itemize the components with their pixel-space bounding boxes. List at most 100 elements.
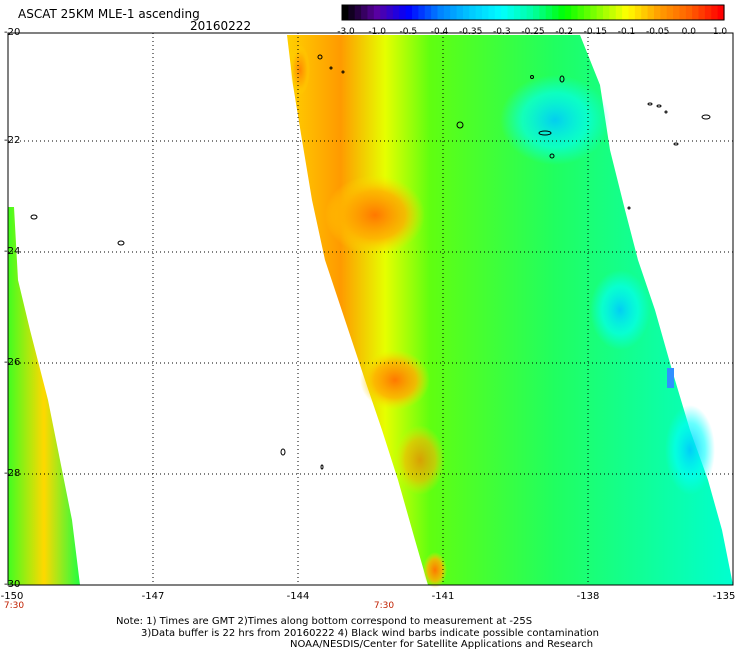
colorbar-swatch	[501, 5, 509, 20]
map-date: 20160222	[190, 19, 252, 33]
colorbar-swatch	[456, 5, 464, 20]
colorbar-swatch	[596, 5, 604, 20]
lat-label-22: -22	[4, 135, 21, 146]
lon-label-135: -135	[712, 591, 736, 602]
colorbar-tick-label: 1.0	[712, 27, 728, 37]
colorbar-swatch	[603, 5, 610, 20]
lat-label-30: -30	[4, 579, 21, 590]
time-label-left: 7:30	[3, 601, 25, 611]
colorbar-swatch	[431, 5, 439, 20]
colorbar-tick-label: -0.4	[430, 27, 449, 37]
colorbar-swatch	[609, 5, 617, 20]
lat-label-26: -26	[4, 357, 21, 368]
colorbar-swatch	[361, 5, 369, 20]
lon-label-138: -138	[576, 591, 600, 602]
colorbar-swatch	[380, 5, 388, 20]
colorbar-tick-label: 0.0	[681, 27, 696, 37]
colorbar-swatch	[615, 5, 623, 20]
colorbar-swatch	[590, 5, 598, 20]
colorbar-swatch	[666, 5, 674, 20]
colorbar-swatch	[673, 5, 681, 20]
lat-label-20: -20	[4, 27, 21, 38]
lon-label-144: -144	[286, 591, 310, 602]
colorbar-swatch	[692, 5, 700, 20]
note-line-2: 3)Data buffer is 22 hrs from 20160222 4)…	[141, 628, 599, 639]
colorbar-swatch	[628, 5, 636, 20]
colorbar-swatch	[373, 5, 381, 20]
colorbar-swatch	[386, 5, 394, 20]
colorbar-swatch	[577, 5, 585, 20]
colorbar-swatch	[367, 5, 375, 20]
island-outlines	[30, 54, 711, 470]
main-swath	[287, 35, 733, 588]
time-label-center: 7:30	[373, 601, 395, 611]
colorbar-swatch	[450, 5, 458, 20]
lon-label-141: -141	[431, 591, 455, 602]
colorbar-swatch	[660, 5, 668, 20]
colorbar-swatch	[520, 5, 528, 20]
colorbar-swatch	[399, 5, 407, 20]
note-line-3: NOAA/NESDIS/Center for Satellite Applica…	[290, 639, 594, 650]
colorbar-swatch	[634, 5, 642, 20]
colorbar-swatch	[424, 5, 432, 20]
left-swath	[8, 207, 80, 585]
colorbar-swatch	[647, 5, 655, 20]
colorbar-swatch	[342, 5, 349, 20]
colorbar-tick-label: -0.35	[459, 27, 483, 37]
colorbar-swatch	[475, 5, 483, 20]
colorbar-swatch	[488, 5, 496, 20]
lat-label-24: -24	[4, 246, 21, 257]
colorbar-swatch	[545, 5, 553, 20]
colorbar-tick-label: -1.0	[368, 27, 386, 37]
colorbar-swatch	[558, 5, 566, 20]
colorbar-tick-label: -0.2	[555, 27, 573, 37]
colorbar-tick-label: -0.3	[493, 27, 511, 37]
colorbar-tick-label: -0.25	[521, 27, 545, 37]
colorbar-swatch	[462, 5, 470, 20]
colorbar-swatch	[711, 5, 719, 20]
colorbar	[341, 4, 725, 21]
colorbar-swatch	[437, 5, 445, 20]
plot-frame	[7, 32, 734, 586]
colorbar-swatch	[469, 5, 477, 20]
colorbar-swatch	[704, 5, 712, 20]
colorbar-swatch	[405, 5, 413, 20]
lon-label-150: -150	[0, 591, 24, 602]
colorbar-swatch	[443, 5, 451, 20]
colorbar-swatch	[418, 5, 426, 20]
colorbar-swatch	[513, 5, 521, 20]
colorbar-swatch	[552, 5, 560, 20]
colorbar-swatch	[494, 5, 502, 20]
colorbar-swatch	[539, 5, 547, 20]
colorbar-swatch	[564, 5, 572, 20]
colorbar-swatch	[679, 5, 687, 20]
colorbar-swatch	[717, 5, 725, 20]
colorbar-swatch	[571, 5, 579, 20]
note-line-1: Note: 1) Times are GMT 2)Times along bot…	[116, 616, 533, 627]
colorbar-swatch	[641, 5, 649, 20]
colorbar-swatch	[583, 5, 591, 20]
colorbar-swatch	[685, 5, 693, 20]
colorbar-swatch	[526, 5, 534, 20]
colorbar-swatch	[412, 5, 419, 20]
lat-label-28: -28	[4, 468, 21, 479]
colorbar-tick-label: -3.0	[337, 27, 355, 37]
colorbar-swatch	[533, 5, 540, 20]
colorbar-tick-label: -0.5	[399, 27, 418, 37]
colorbar-swatch	[392, 5, 400, 20]
colorbar-tick-label: -0.1	[617, 27, 636, 37]
colorbar-swatch	[653, 5, 661, 20]
colorbar-swatch	[354, 5, 362, 20]
map-title: ASCAT 25KM MLE-1 ascending	[18, 7, 200, 21]
colorbar-swatch	[507, 5, 515, 20]
map-grid	[8, 33, 733, 585]
colorbar-swatch	[698, 5, 706, 20]
colorbar-tick-label: -0.15	[583, 27, 607, 37]
colorbar-tick-label: -0.05	[646, 27, 670, 37]
colorbar-swatch	[348, 5, 356, 20]
colorbar-swatch	[482, 5, 490, 20]
colorbar-frame	[341, 4, 725, 21]
colorbar-swatch	[622, 5, 630, 20]
lon-label-147: -147	[141, 591, 165, 602]
